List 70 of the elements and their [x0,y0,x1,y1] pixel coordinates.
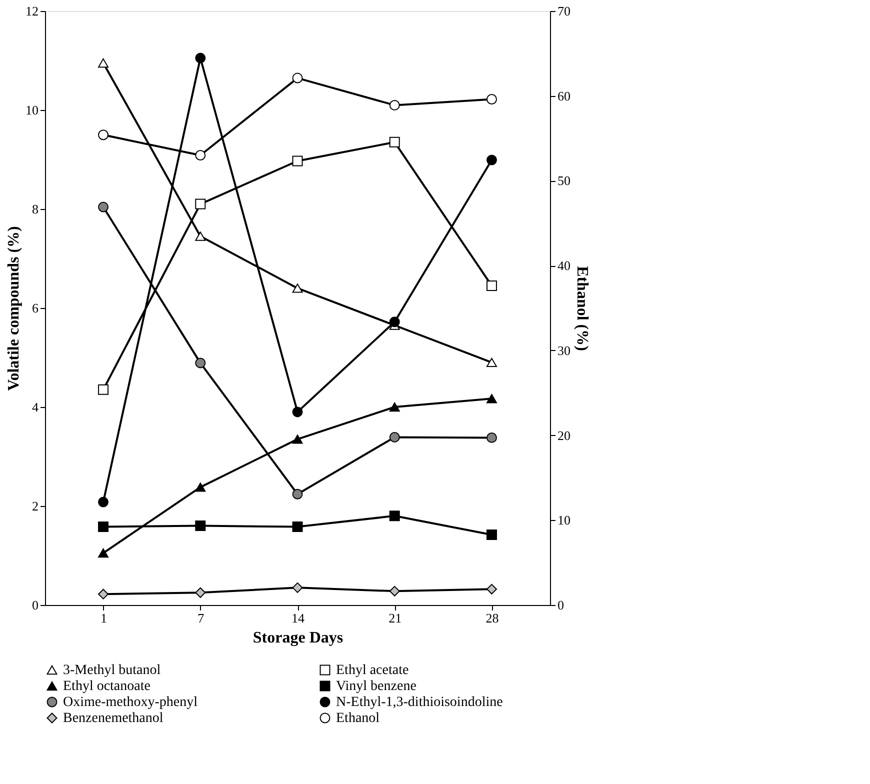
point [98,202,109,212]
point [486,394,497,404]
point [195,52,206,64]
point [292,72,303,84]
point [389,316,400,328]
y2-tick-label: 0 [558,598,564,612]
point [292,582,303,593]
point [292,406,303,418]
point [486,584,497,594]
point [195,520,206,532]
point [389,432,400,442]
point [486,154,497,166]
y2-tick-label: 50 [558,173,570,188]
y-tick-label: 6 [32,300,39,316]
point [195,232,206,241]
point [486,529,497,540]
point [292,284,303,293]
point [292,522,303,532]
y2-tick-label: 10 [558,512,570,528]
point [486,432,497,443]
y-tick-label: 2 [32,498,38,514]
y2-axis-title: Ethanol (%) [574,266,590,351]
y-tick-label: 8 [32,202,38,216]
legend-label: Ethyl octanoate [63,679,150,694]
point [195,587,206,598]
y2-tick-label: 40 [558,258,570,274]
legend-label: N-Ethyl-1,3-dithioisoindoline [336,695,503,710]
y2-tick-label: 30 [558,342,570,358]
y-tick-label: 12 [26,4,38,18]
x-tick-label: 21 [388,610,402,626]
point [389,136,400,148]
point [98,522,109,532]
y2-tick-label: 60 [558,88,570,104]
legend-label: Benzenemethanol [63,711,164,726]
y-tick-label: 0 [32,598,38,612]
point [486,280,497,291]
y-tick-label: 4 [32,400,39,414]
point [98,496,109,508]
point [292,434,303,444]
y-tick-label: 10 [26,102,38,118]
point [292,156,303,166]
x-tick-label: 28 [486,610,499,626]
y2-tick-label: 70 [558,4,570,18]
x-tick-label: 1 [100,610,108,626]
legend-label: Ethyl acetate [336,663,409,678]
point [292,488,303,500]
point [98,130,109,140]
point [195,150,206,160]
x-axis-title: Storage Days [252,630,344,646]
point [486,358,497,368]
point [195,198,206,210]
point [389,510,400,522]
x-tick-label: 14 [292,610,305,626]
point [389,100,400,110]
x-tick-label: 7 [198,610,205,626]
point [195,358,206,368]
legend-label: 3-Methyl butanol [63,663,161,678]
point [389,402,400,412]
point [486,94,497,104]
legend-label: Vinyl benzene [336,679,416,694]
legend-label: Oxime-methoxy-phenyl [63,695,198,710]
y-axis-title: Volatile compounds (%) [6,226,22,391]
point [98,384,109,395]
point [195,482,206,492]
point [98,548,109,558]
point [98,58,109,68]
point [98,588,109,600]
legend-label: Ethanol [336,711,380,726]
y2-tick-label: 20 [558,428,570,443]
point [389,586,400,596]
